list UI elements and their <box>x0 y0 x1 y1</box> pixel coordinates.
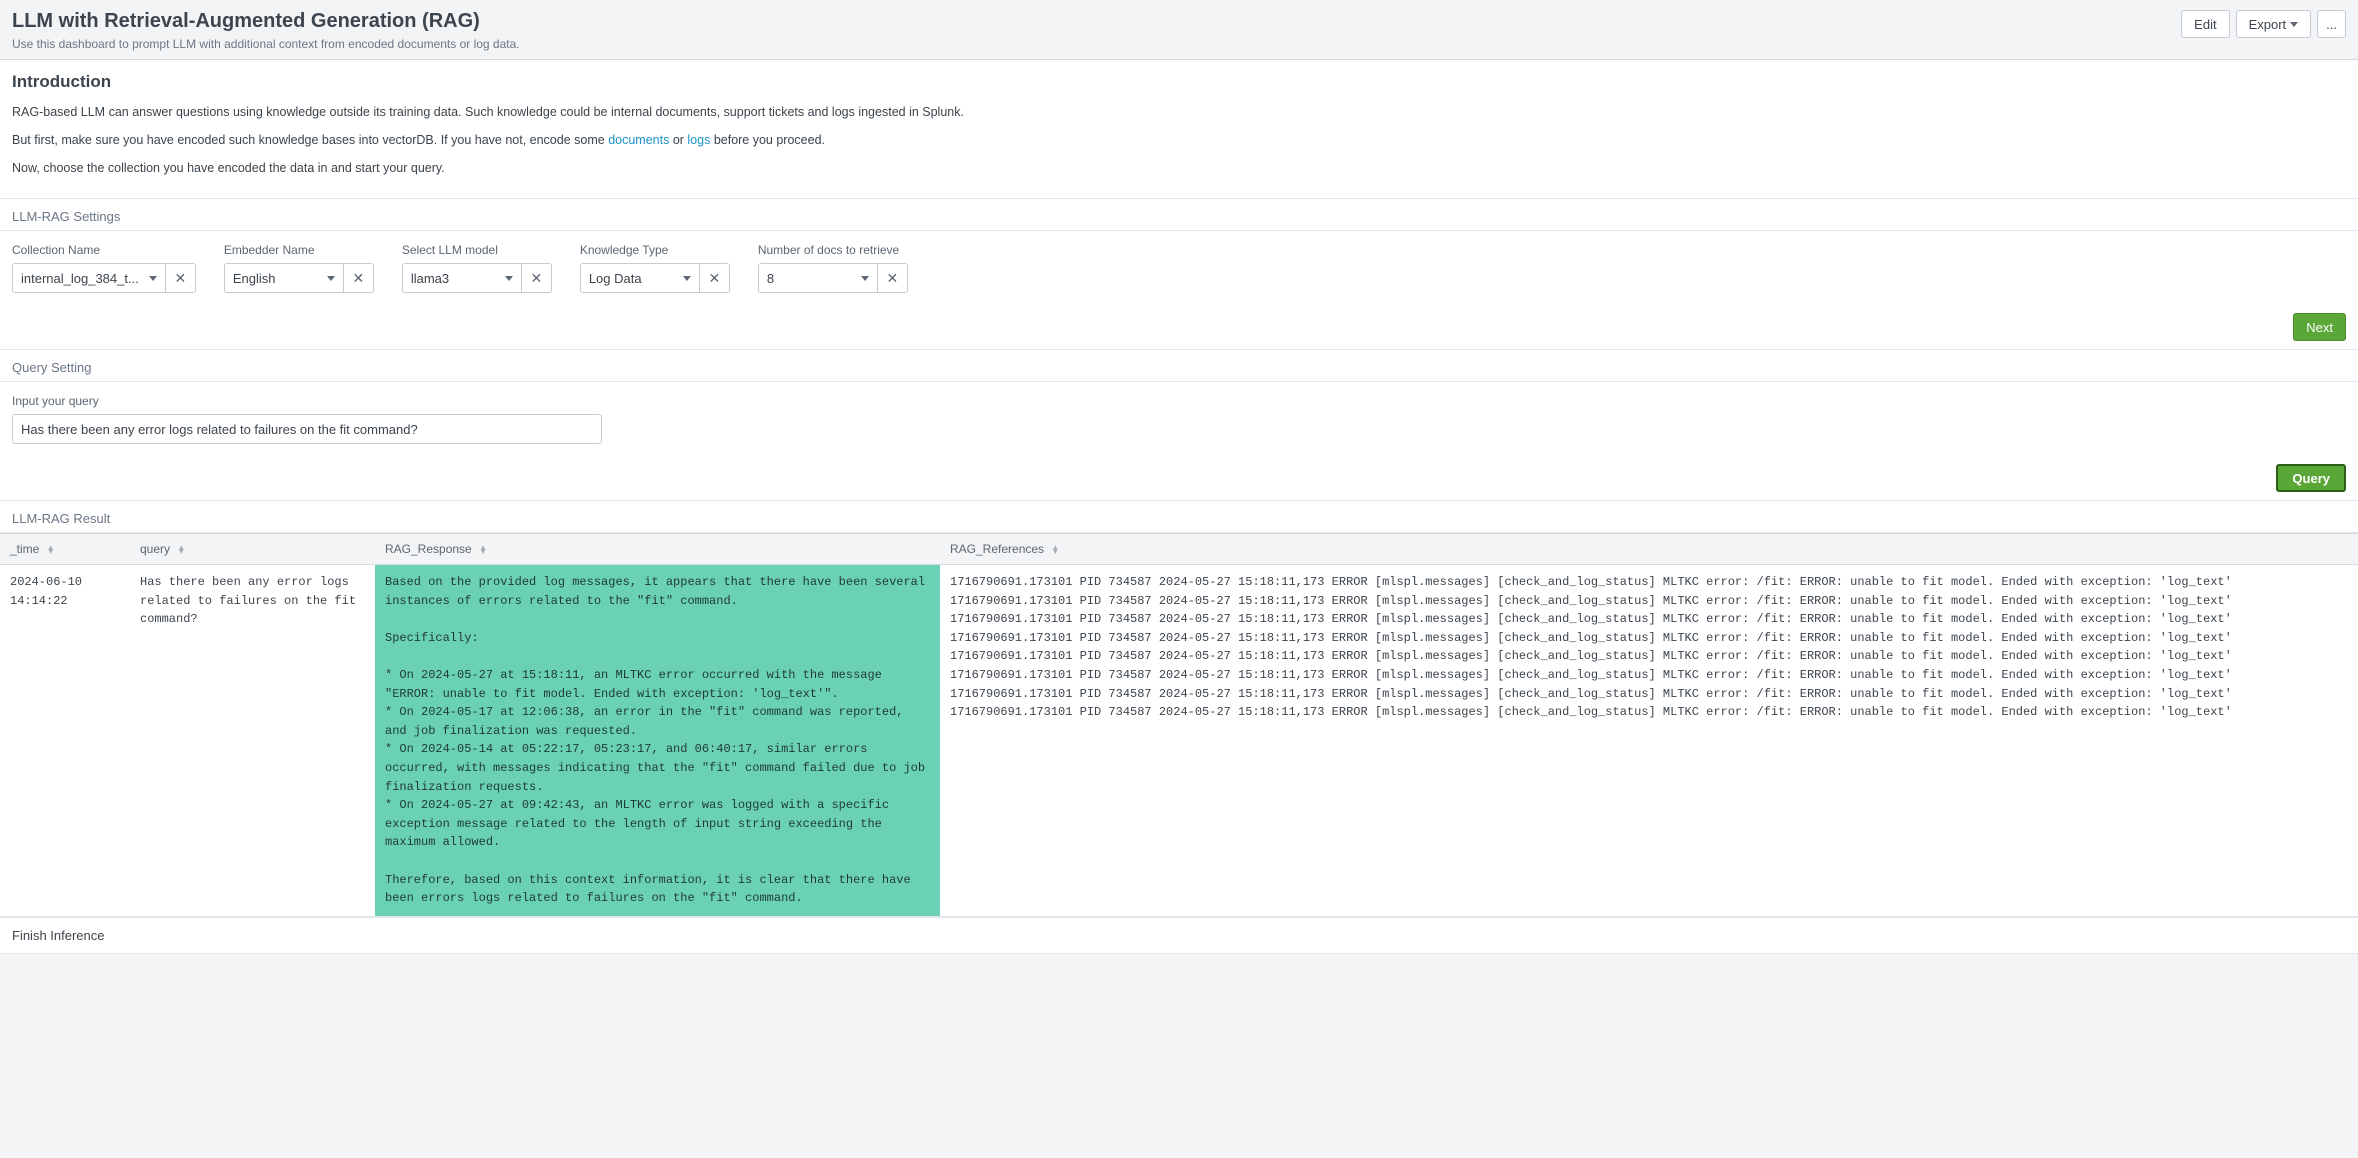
chevron-down-icon <box>505 276 513 281</box>
knowledge-clear-button[interactable]: ✕ <box>700 263 730 293</box>
intro-paragraph-3: Now, choose the collection you have enco… <box>12 158 2346 178</box>
result-table: _time ▲▼ query ▲▼ RAG_Response ▲▼ RAG_Re… <box>0 533 2358 917</box>
col-response-header[interactable]: RAG_Response ▲▼ <box>375 534 940 565</box>
page-title: LLM with Retrieval-Augmented Generation … <box>12 10 520 33</box>
numdocs-label: Number of docs to retrieve <box>758 243 908 257</box>
query-input[interactable] <box>12 414 602 444</box>
close-icon: ✕ <box>708 270 720 287</box>
numdocs-value: 8 <box>767 271 774 286</box>
knowledge-field: Knowledge Type Log Data ✕ <box>580 243 730 293</box>
embedder-dropdown[interactable]: English <box>224 263 344 293</box>
numdocs-dropdown[interactable]: 8 <box>758 263 878 293</box>
model-dropdown[interactable]: llama3 <box>402 263 522 293</box>
col-query-header[interactable]: query ▲▼ <box>130 534 375 565</box>
collection-field: Collection Name internal_log_384_t... ✕ <box>12 243 196 293</box>
chevron-down-icon <box>2290 22 2298 27</box>
knowledge-dropdown[interactable]: Log Data <box>580 263 700 293</box>
numdocs-clear-button[interactable]: ✕ <box>878 263 908 293</box>
model-field: Select LLM model llama3 ✕ <box>402 243 552 293</box>
introduction-heading: Introduction <box>12 72 2346 92</box>
sort-icon: ▲▼ <box>47 546 55 554</box>
export-button[interactable]: Export <box>2236 10 2312 38</box>
settings-panel: LLM-RAG Settings Collection Name interna… <box>0 199 2358 350</box>
model-label: Select LLM model <box>402 243 552 257</box>
close-icon: ✕ <box>886 270 898 287</box>
cell-query: Has there been any error logs related to… <box>140 573 365 629</box>
close-icon: ✕ <box>352 270 364 287</box>
numdocs-field: Number of docs to retrieve 8 ✕ <box>758 243 908 293</box>
collection-label: Collection Name <box>12 243 196 257</box>
table-row: 2024-06-10 14:14:22 Has there been any e… <box>0 565 2358 917</box>
more-button[interactable]: ... <box>2317 10 2346 38</box>
result-panel: LLM-RAG Result _time ▲▼ query ▲▼ RAG_R <box>0 501 2358 954</box>
page-subtitle: Use this dashboard to prompt LLM with ad… <box>12 37 520 51</box>
intro-paragraph-2: But first, make sure you have encoded su… <box>12 130 2346 150</box>
model-clear-button[interactable]: ✕ <box>522 263 552 293</box>
collection-clear-button[interactable]: ✕ <box>166 263 196 293</box>
collection-dropdown[interactable]: internal_log_384_t... <box>12 263 166 293</box>
edit-button[interactable]: Edit <box>2181 10 2229 38</box>
embedder-clear-button[interactable]: ✕ <box>344 263 374 293</box>
sort-icon: ▲▼ <box>177 546 185 554</box>
header-actions: Edit Export ... <box>2181 10 2346 38</box>
query-label: Input your query <box>12 394 2346 408</box>
chevron-down-icon <box>149 276 157 281</box>
collection-value: internal_log_384_t... <box>21 271 139 286</box>
embedder-value: English <box>233 271 276 286</box>
query-button[interactable]: Query <box>2276 464 2346 492</box>
knowledge-value: Log Data <box>589 271 642 286</box>
finish-inference: Finish Inference <box>0 917 2358 953</box>
embedder-field: Embedder Name English ✕ <box>224 243 374 293</box>
chevron-down-icon <box>861 276 869 281</box>
documents-link[interactable]: documents <box>608 133 669 147</box>
settings-heading: LLM-RAG Settings <box>0 199 2358 231</box>
close-icon: ✕ <box>174 270 186 287</box>
introduction-panel: Introduction RAG-based LLM can answer qu… <box>0 60 2358 199</box>
logs-link[interactable]: logs <box>687 133 710 147</box>
result-heading: LLM-RAG Result <box>0 501 2358 533</box>
knowledge-label: Knowledge Type <box>580 243 730 257</box>
query-heading: Query Setting <box>0 350 2358 382</box>
close-icon: ✕ <box>530 270 542 287</box>
cell-references: 1716790691.173101 PID 734587 2024-05-27 … <box>950 573 2348 722</box>
query-panel: Query Setting Input your query Query <box>0 350 2358 501</box>
chevron-down-icon <box>683 276 691 281</box>
embedder-label: Embedder Name <box>224 243 374 257</box>
col-time-header[interactable]: _time ▲▼ <box>0 534 130 565</box>
cell-time: 2024-06-10 14:14:22 <box>10 573 120 610</box>
cell-response: Based on the provided log messages, it a… <box>385 573 930 908</box>
next-button[interactable]: Next <box>2293 313 2346 341</box>
export-label: Export <box>2249 17 2287 32</box>
chevron-down-icon <box>327 276 335 281</box>
page-header: LLM with Retrieval-Augmented Generation … <box>0 0 2358 60</box>
sort-icon: ▲▼ <box>479 546 487 554</box>
col-references-header[interactable]: RAG_References ▲▼ <box>940 534 2358 565</box>
intro-paragraph-1: RAG-based LLM can answer questions using… <box>12 102 2346 122</box>
model-value: llama3 <box>411 271 449 286</box>
sort-icon: ▲▼ <box>1051 546 1059 554</box>
